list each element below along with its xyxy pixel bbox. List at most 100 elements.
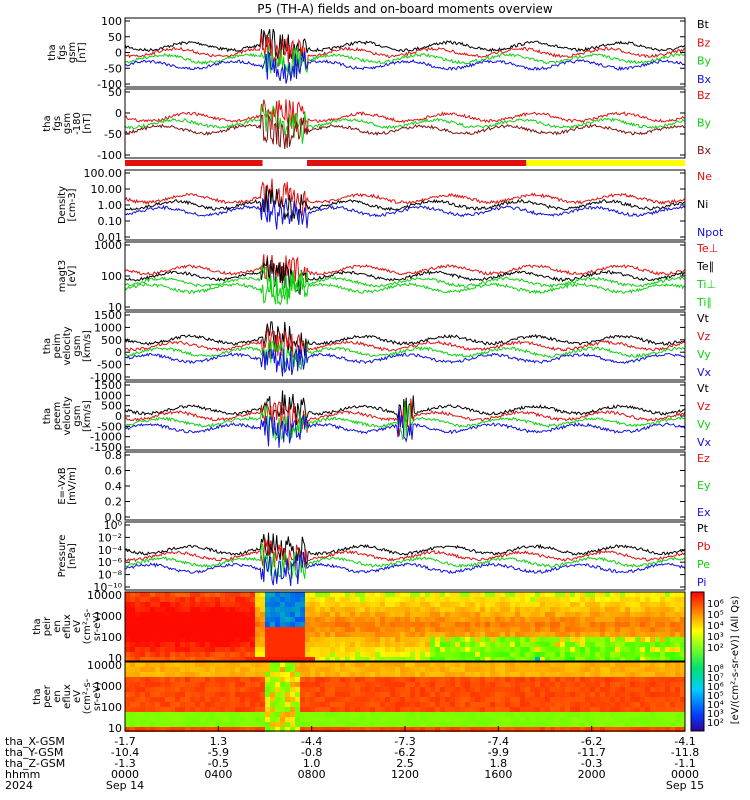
heatmap-cell <box>560 697 565 702</box>
heatmap-cell <box>670 687 675 692</box>
heatmap-cell <box>415 662 420 667</box>
heatmap-cell <box>560 622 565 627</box>
heatmap-cell <box>600 627 605 632</box>
heatmap-cell <box>380 697 385 702</box>
heatmap-cell <box>425 612 430 617</box>
heatmap-cell <box>540 702 545 707</box>
heatmap-cell <box>245 592 250 597</box>
heatmap-cell <box>630 637 635 642</box>
heatmap-cell <box>260 617 265 622</box>
heatmap-cell <box>395 627 400 632</box>
heatmap-cell <box>660 667 665 672</box>
heatmap-cell <box>580 692 585 697</box>
heatmap-cell <box>390 707 395 712</box>
heatmap-cell <box>585 622 590 627</box>
heatmap-cell <box>235 672 240 677</box>
heatmap-cell <box>390 592 395 597</box>
heatmap-cell <box>640 727 645 732</box>
heatmap-cell <box>125 652 130 657</box>
heatmap-cell <box>495 637 500 642</box>
heatmap-cell <box>270 657 275 662</box>
heatmap-cell <box>575 597 580 602</box>
heatmap-cell <box>670 602 675 607</box>
heatmap-cell <box>180 712 185 717</box>
heatmap-cell <box>645 677 650 682</box>
heatmap-cell <box>515 672 520 677</box>
heatmap-cell <box>175 642 180 647</box>
heatmap-cell <box>535 597 540 602</box>
heatmap-cell <box>430 612 435 617</box>
heatmap-cell <box>395 602 400 607</box>
heatmap-cell <box>345 717 350 722</box>
heatmap-cell <box>680 722 685 727</box>
heatmap-cell <box>155 592 160 597</box>
heatmap-cell <box>575 662 580 667</box>
heatmap-cell <box>275 597 280 602</box>
heatmap-cell <box>415 697 420 702</box>
heatmap-cell <box>460 702 465 707</box>
heatmap-cell <box>530 622 535 627</box>
heatmap-cell <box>300 697 305 702</box>
heatmap-cell <box>675 692 680 697</box>
heatmap-cell <box>345 647 350 652</box>
heatmap-cell <box>430 662 435 667</box>
heatmap-cell <box>490 717 495 722</box>
heatmap-cell <box>200 642 205 647</box>
heatmap-cell <box>655 632 660 637</box>
heatmap-cell <box>590 682 595 687</box>
heatmap-cell <box>275 697 280 702</box>
heatmap-cell <box>295 692 300 697</box>
heatmap-cell <box>325 637 330 642</box>
heatmap-cell <box>170 672 175 677</box>
heatmap-cell <box>550 712 555 717</box>
heatmap-cell <box>570 627 575 632</box>
heatmap-cell <box>590 727 595 732</box>
heatmap-cell <box>205 697 210 702</box>
heatmap-cell <box>450 682 455 687</box>
heatmap-cell <box>220 722 225 727</box>
legend-label: Vx <box>697 436 712 449</box>
heatmap-cell <box>520 722 525 727</box>
heatmap-cell <box>300 622 305 627</box>
heatmap-cell <box>675 597 680 602</box>
heatmap-cell <box>395 707 400 712</box>
heatmap-cell <box>345 622 350 627</box>
heatmap-cell <box>265 707 270 712</box>
heatmap-cell <box>560 722 565 727</box>
heatmap-cell <box>285 712 290 717</box>
heatmap-cell <box>460 647 465 652</box>
heatmap-cell <box>550 727 555 732</box>
heatmap-cell <box>215 692 220 697</box>
heatmap-cell <box>255 617 260 622</box>
heatmap-cell <box>150 632 155 637</box>
heatmap-cell <box>180 727 185 732</box>
heatmap-cell <box>180 677 185 682</box>
heatmap-cell <box>300 722 305 727</box>
series-te <box>124 254 686 284</box>
heatmap-cell <box>125 717 130 722</box>
heatmap-cell <box>155 597 160 602</box>
heatmap-cell <box>595 622 600 627</box>
heatmap-cell <box>405 672 410 677</box>
heatmap-cell <box>280 637 285 642</box>
heatmap-cell <box>430 682 435 687</box>
heatmap-cell <box>645 637 650 642</box>
heatmap-cell <box>470 702 475 707</box>
heatmap-cell <box>200 597 205 602</box>
heatmap-cell <box>200 652 205 657</box>
heatmap-cell <box>425 647 430 652</box>
heatmap-cell <box>335 717 340 722</box>
heatmap-cell <box>445 602 450 607</box>
heatmap-cell <box>560 692 565 697</box>
heatmap-cell <box>400 622 405 627</box>
heatmap-cell <box>380 637 385 642</box>
heatmap-cell <box>235 677 240 682</box>
heatmap-cell <box>520 657 525 662</box>
heatmap-cell <box>125 617 130 622</box>
heatmap-cell <box>530 682 535 687</box>
heatmap-cell <box>330 637 335 642</box>
xtick-label: 2000 <box>578 768 606 781</box>
heatmap-cell <box>635 597 640 602</box>
